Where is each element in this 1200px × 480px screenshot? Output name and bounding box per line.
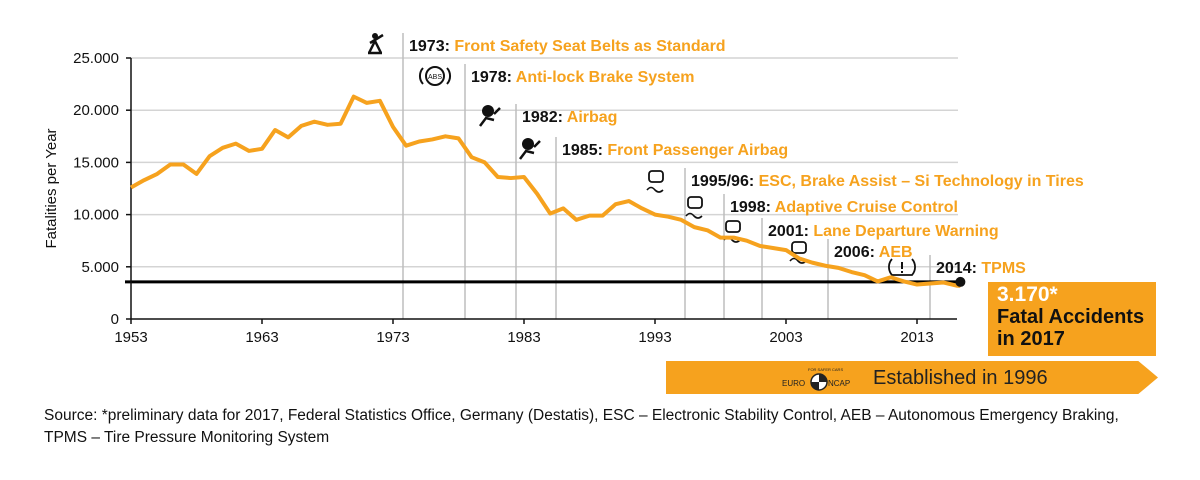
y-tick-label: 20.000 xyxy=(73,102,119,119)
aeb-car-icon xyxy=(789,241,807,264)
milestone-year: 2006: xyxy=(834,244,879,261)
milestone-text: Front Passenger Airbag xyxy=(607,142,788,159)
svg-text:EURO: EURO xyxy=(782,379,805,388)
milestone-year: 1995/96: xyxy=(691,173,759,190)
x-tick-label: 1993 xyxy=(638,329,671,346)
x-tick-label: 2013 xyxy=(900,329,933,346)
milestone-year: 1973: xyxy=(409,38,454,55)
milestone-label: 1978: Anti-lock Brake System xyxy=(471,69,695,86)
milestone-text: AEB xyxy=(879,244,913,261)
source-note: Source: *preliminary data for 2017, Fede… xyxy=(44,407,1119,446)
tire-pressure-icon xyxy=(888,258,916,276)
x-tick-label: 2003 xyxy=(769,329,802,346)
skidding-car-icon xyxy=(646,170,664,193)
airbag-icon xyxy=(519,138,541,160)
svg-text:NCAP: NCAP xyxy=(828,379,850,388)
y-tick-label: 15.000 xyxy=(73,154,119,171)
milestone-label: 2006: AEB xyxy=(834,244,913,261)
euro-ncap-logo: EURO NCAP FOR SAFER CARS xyxy=(782,367,850,391)
milestone-label: 1982: Airbag xyxy=(522,109,617,126)
y-axis-label: Fatalities per Year xyxy=(43,128,60,248)
milestone-text: TPMS xyxy=(981,260,1026,277)
airbag-icon xyxy=(479,105,501,127)
milestone-label: 1973: Front Safety Seat Belts as Standar… xyxy=(409,38,726,55)
banner-text: Established in 1996 xyxy=(873,367,1048,389)
svg-text:FOR SAFER CARS: FOR SAFER CARS xyxy=(808,367,843,372)
milestone-year: 2001: xyxy=(768,223,813,240)
x-tick-label: 1953 xyxy=(114,329,147,346)
callout-text-1: Fatal Accidents xyxy=(997,306,1145,328)
milestone-year: 1998: xyxy=(730,199,775,216)
milestone-year: 1978: xyxy=(471,69,516,86)
abs-icon: ABS xyxy=(419,66,451,86)
milestone-text: ESC, Brake Assist – Si Technology in Tir… xyxy=(759,173,1084,190)
final-value-dot xyxy=(955,276,966,287)
x-tick-label: 1963 xyxy=(245,329,278,346)
y-tick-label: 5.000 xyxy=(81,259,119,276)
svg-text:ABS: ABS xyxy=(428,74,442,81)
milestone-label: 2001: Lane Departure Warning xyxy=(768,223,999,240)
milestone-label: 1995/96: ESC, Brake Assist – Si Technolo… xyxy=(691,173,1084,190)
y-tick-label: 10.000 xyxy=(73,207,119,224)
milestone-label: 2014: TPMS xyxy=(936,260,1026,277)
milestone-year: 2014: xyxy=(936,260,981,277)
milestone-year: 1982: xyxy=(522,109,567,126)
milestone-text: Front Safety Seat Belts as Standard xyxy=(454,38,725,55)
milestone-label: 1985: Front Passenger Airbag xyxy=(562,142,788,159)
x-tick-label: 1973 xyxy=(376,329,409,346)
fatal-accidents-callout: 3.170* Fatal Accidents in 2017 xyxy=(988,282,1156,356)
x-tick-label: 1983 xyxy=(507,329,540,346)
fatalities-chart: 0 5.000 10.000 15.000 20.000 25.000 Fatalities… xyxy=(43,33,1084,346)
euro-ncap-banner: EURO NCAP FOR SAFER CARS Established in … xyxy=(666,361,1158,394)
milestone-text: Adaptive Cruise Control xyxy=(775,199,958,216)
y-tick-label: 0 xyxy=(111,311,119,328)
callout-text-2: in 2017 xyxy=(997,328,1065,350)
milestone-text: Airbag xyxy=(567,109,618,126)
milestone-label: 1998: Adaptive Cruise Control xyxy=(730,199,958,216)
callout-value: 3.170* xyxy=(997,283,1058,306)
y-tick-label: 25.000 xyxy=(73,50,119,67)
seatbelt-icon xyxy=(367,33,384,55)
milestone-year: 1985: xyxy=(562,142,607,159)
cruise-control-icon xyxy=(685,196,703,219)
fatalities-series-line xyxy=(130,94,961,288)
milestone-text: Anti-lock Brake System xyxy=(516,69,695,86)
milestone-text: Lane Departure Warning xyxy=(813,223,998,240)
